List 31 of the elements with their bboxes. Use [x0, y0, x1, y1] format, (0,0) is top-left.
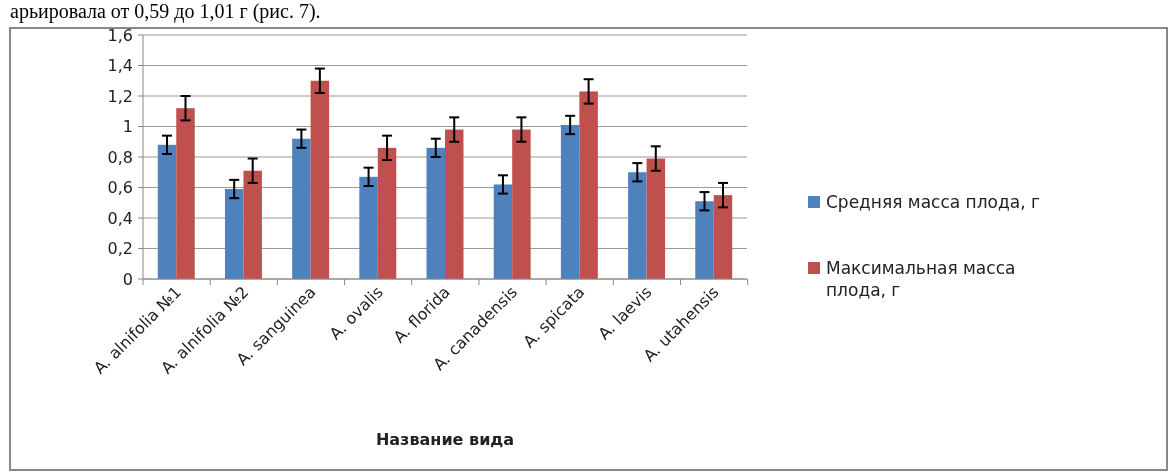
bar [224, 189, 244, 279]
legend-label: Максимальная масса плода, г [826, 257, 1016, 300]
bar [579, 91, 598, 279]
y-tick-label: 1,4 [107, 56, 133, 76]
bar [646, 158, 666, 279]
y-tick-label: 1 [122, 117, 133, 137]
bar [426, 147, 445, 279]
bar [713, 195, 733, 279]
y-tick-label: 0,2 [107, 239, 133, 259]
bar [628, 172, 647, 279]
bar [310, 80, 330, 279]
bar [243, 170, 262, 279]
legend-label: Средняя масса плода, г [826, 191, 1040, 212]
y-tick-label: 0,4 [107, 208, 133, 228]
y-tick-label: 0,6 [107, 178, 133, 198]
y-tick-label: 0 [122, 269, 133, 289]
bar [560, 124, 580, 279]
bar [292, 138, 311, 279]
y-tick-label: 1,6 [107, 25, 133, 45]
text: арьировала от 0,59 до 1,01 г (рис. 7). [10, 0, 321, 23]
y-tick-label: 1,2 [107, 86, 133, 106]
bar [377, 147, 397, 279]
bar [157, 144, 177, 279]
y-tick-label: 0,8 [107, 147, 133, 167]
bar [359, 176, 378, 279]
bar [445, 129, 464, 279]
bar [512, 129, 531, 279]
bar [176, 108, 195, 279]
bar [493, 184, 513, 279]
x-axis-title: Название вида [375, 430, 515, 449]
bar [695, 201, 714, 279]
